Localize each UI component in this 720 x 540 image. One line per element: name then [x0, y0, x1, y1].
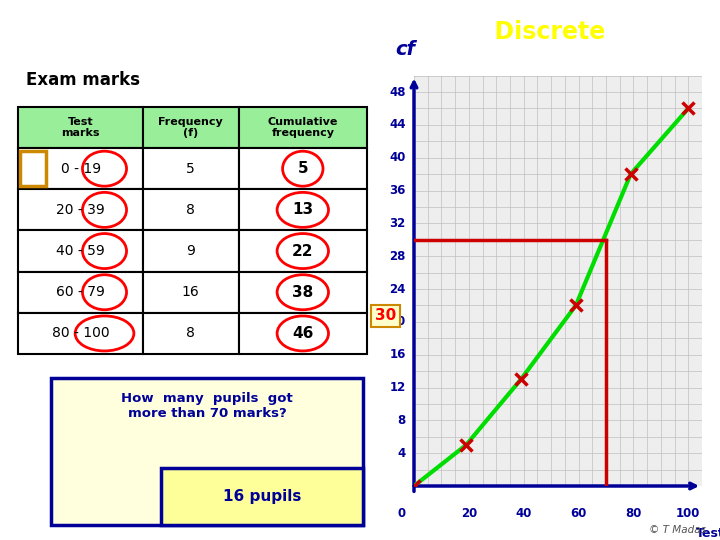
Text: Discrete: Discrete — [115, 21, 605, 44]
Text: 20: 20 — [461, 507, 477, 519]
Text: 9: 9 — [186, 244, 195, 258]
Bar — [18, 313, 143, 354]
Text: 60 - 79: 60 - 79 — [56, 285, 105, 299]
Text: Test
marks: Test marks — [61, 117, 100, 138]
Bar — [238, 272, 367, 313]
Text: 80 - 100: 80 - 100 — [52, 327, 109, 340]
Text: 20: 20 — [390, 315, 406, 328]
Bar — [51, 378, 364, 525]
Bar — [238, 313, 367, 354]
Text: 32: 32 — [390, 217, 406, 230]
Text: 40 - 59: 40 - 59 — [56, 244, 105, 258]
Text: 38: 38 — [292, 285, 313, 300]
Text: 16: 16 — [182, 285, 199, 299]
Text: 40: 40 — [516, 507, 532, 519]
Text: 100: 100 — [676, 507, 701, 519]
Text: Cumulative Frequency Graphs for Discrete Data: Cumulative Frequency Graphs for Discrete… — [42, 21, 678, 44]
Bar — [238, 148, 367, 190]
Text: 0: 0 — [397, 507, 406, 519]
Bar — [143, 148, 238, 190]
Text: 60: 60 — [570, 507, 587, 519]
Text: 4: 4 — [397, 447, 406, 460]
Text: 5: 5 — [186, 161, 195, 176]
Text: 16 pupils: 16 pupils — [223, 489, 302, 504]
Text: cf: cf — [396, 40, 415, 59]
Bar — [143, 272, 238, 313]
Text: 48: 48 — [390, 85, 406, 98]
Text: 30: 30 — [374, 308, 396, 323]
Bar — [238, 190, 367, 231]
Text: 8: 8 — [186, 327, 195, 340]
Text: 46: 46 — [292, 326, 313, 341]
Bar — [143, 231, 238, 272]
Text: Frequency
(f): Frequency (f) — [158, 117, 223, 138]
Text: 16: 16 — [390, 348, 406, 361]
Text: 8: 8 — [397, 414, 406, 427]
Text: Test: Test — [696, 527, 720, 540]
Text: 8: 8 — [186, 203, 195, 217]
Bar — [18, 272, 143, 313]
Bar — [238, 107, 367, 148]
Bar — [18, 107, 143, 148]
Bar — [143, 190, 238, 231]
Text: 40: 40 — [390, 151, 406, 164]
Text: 20 - 39: 20 - 39 — [56, 203, 105, 217]
Text: 80: 80 — [625, 507, 642, 519]
Text: 22: 22 — [292, 244, 313, 259]
Bar — [238, 231, 367, 272]
Text: 0 - 19: 0 - 19 — [60, 161, 101, 176]
Text: Exam marks: Exam marks — [26, 71, 140, 89]
Bar — [20, 151, 46, 186]
Text: 5: 5 — [297, 161, 308, 176]
Bar — [18, 190, 143, 231]
Text: How  many  pupils  got
more than 70 marks?: How many pupils got more than 70 marks? — [122, 392, 293, 420]
Text: 24: 24 — [390, 282, 406, 295]
Bar — [18, 148, 143, 190]
Bar — [161, 468, 364, 525]
Text: 36: 36 — [390, 184, 406, 197]
Bar — [143, 313, 238, 354]
Text: 28: 28 — [390, 249, 406, 262]
Text: © T Madas: © T Madas — [649, 524, 706, 535]
Text: Cumulative
frequency: Cumulative frequency — [268, 117, 338, 138]
Text: 13: 13 — [292, 202, 313, 218]
Bar — [143, 107, 238, 148]
Text: 44: 44 — [390, 118, 406, 131]
Text: 12: 12 — [390, 381, 406, 394]
Bar — [18, 231, 143, 272]
